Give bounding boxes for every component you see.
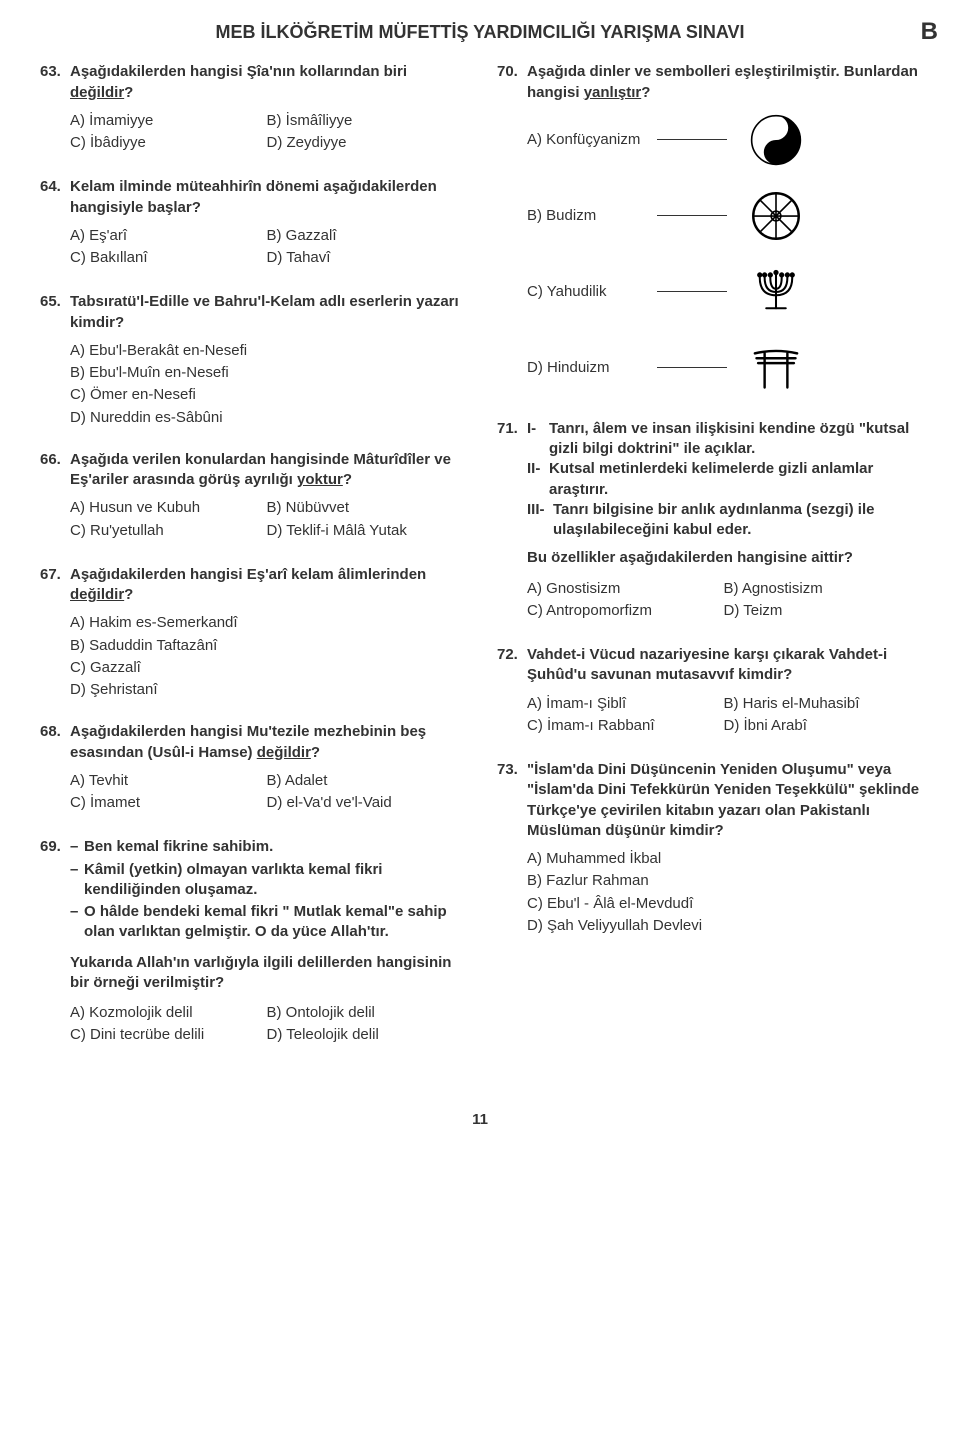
dharma-wheel-icon bbox=[747, 187, 805, 245]
option-c[interactable]: C) Ru'yetullah bbox=[70, 521, 267, 541]
question-65: 65. Tabsıratü'l-Edille ve Bahru'l-Kelam … bbox=[40, 292, 463, 428]
q-number: 71. bbox=[497, 419, 527, 541]
option-b[interactable]: B) Budizm bbox=[497, 187, 920, 245]
option-c[interactable]: C) Gazzalî bbox=[70, 658, 463, 678]
option-d[interactable]: D) Şehristanî bbox=[70, 680, 463, 700]
q-number: 64. bbox=[40, 177, 70, 218]
option-c[interactable]: C) Yahudilik bbox=[497, 263, 920, 321]
option-b[interactable]: B) Ebu'l-Muîn en-Nesefi bbox=[70, 363, 463, 383]
question-67: 67. Aşağıdakilerden hangisi Eş'arî kelam… bbox=[40, 565, 463, 701]
option-a[interactable]: A) Konfüçyanizm bbox=[497, 111, 920, 169]
menorah-icon bbox=[747, 263, 805, 321]
option-b[interactable]: B) Ontolojik delil bbox=[267, 1003, 464, 1023]
question-63: 63. Aşağıdakilerden hangisi Şîa'nın koll… bbox=[40, 62, 463, 155]
option-c[interactable]: C) Bakıllanî bbox=[70, 248, 267, 268]
option-b[interactable]: B) Agnostisizm bbox=[724, 579, 921, 599]
option-b[interactable]: B) İsmâîliyye bbox=[267, 111, 464, 131]
option-a[interactable]: A) Eş'arî bbox=[70, 226, 267, 246]
option-d[interactable]: D) Teleolojik delil bbox=[267, 1025, 464, 1045]
option-d[interactable]: D) Teizm bbox=[724, 601, 921, 621]
q-text: "İslam'da Dini Düşüncenin Yeniden Oluşum… bbox=[527, 760, 920, 841]
q-number: 70. bbox=[497, 62, 527, 103]
option-c[interactable]: C) Dini tecrübe delili bbox=[70, 1025, 267, 1045]
q-text: Aşağıdakilerden hangisi Mu'tezile mezheb… bbox=[70, 722, 463, 763]
exam-title: MEB İLKÖĞRETİM MÜFETTİŞ YARDIMCILIĞI YAR… bbox=[215, 22, 744, 42]
option-d[interactable]: D) Teklif-i Mâlâ Yutak bbox=[267, 521, 464, 541]
option-b[interactable]: B) Adalet bbox=[267, 771, 464, 791]
q-number: 73. bbox=[497, 760, 527, 841]
question-71: 71. I-Tanrı, âlem ve insan ilişkisini ke… bbox=[497, 419, 920, 623]
option-c[interactable]: C) Antropomorfizm bbox=[527, 601, 724, 621]
q-text: Aşağıdakilerden hangisi Şîa'nın kolların… bbox=[70, 62, 463, 103]
option-d[interactable]: D) İbni Arabî bbox=[724, 716, 921, 736]
option-b[interactable]: B) Saduddin Taftazânî bbox=[70, 636, 463, 656]
option-c[interactable]: C) Ebu'l - Âlâ el-Mevdudî bbox=[527, 894, 920, 914]
option-d[interactable]: D) Şah Veliyyullah Devlevi bbox=[527, 916, 920, 936]
q-text: Kelam ilminde müteahhirîn dönemi aşağıda… bbox=[70, 177, 463, 218]
q-text: –Ben kemal fikrine sahibim. –Kâmil (yetk… bbox=[70, 837, 463, 944]
option-b[interactable]: B) Gazzalî bbox=[267, 226, 464, 246]
booklet-letter: B bbox=[921, 16, 938, 48]
option-a[interactable]: A) Kozmolojik delil bbox=[70, 1003, 267, 1023]
q-number: 67. bbox=[40, 565, 70, 606]
question-70: 70. Aşağıda dinler ve sembolleri eşleşti… bbox=[497, 62, 920, 397]
question-69: 69. –Ben kemal fikrine sahibim. –Kâmil (… bbox=[40, 837, 463, 1047]
option-a[interactable]: A) Hakim es-Semerkandî bbox=[70, 613, 463, 633]
option-d[interactable]: D) el-Va'd ve'l-Vaid bbox=[267, 793, 464, 813]
page-number: 11 bbox=[40, 1110, 920, 1130]
q-text: Aşağıda dinler ve sembolleri eşleştirilm… bbox=[527, 62, 920, 103]
option-a[interactable]: A) Gnostisizm bbox=[527, 579, 724, 599]
question-64: 64. Kelam ilminde müteahhirîn dönemi aşa… bbox=[40, 177, 463, 270]
q-number: 72. bbox=[497, 645, 527, 686]
option-a[interactable]: A) İmamiyye bbox=[70, 111, 267, 131]
question-72: 72. Vahdet-i Vücud nazariyesine karşı çı… bbox=[497, 645, 920, 738]
right-column: 70. Aşağıda dinler ve sembolleri eşleşti… bbox=[497, 62, 920, 1069]
option-b[interactable]: B) Nübüvvet bbox=[267, 498, 464, 518]
q-text: Aşağıdakilerden hangisi Eş'arî kelam âli… bbox=[70, 565, 463, 606]
option-a[interactable]: A) Tevhit bbox=[70, 771, 267, 791]
option-b[interactable]: B) Haris el-Muhasibî bbox=[724, 694, 921, 714]
q-number: 63. bbox=[40, 62, 70, 103]
option-c[interactable]: C) İmam-ı Rabbanî bbox=[527, 716, 724, 736]
q-number: 66. bbox=[40, 450, 70, 491]
option-a[interactable]: A) Muhammed İkbal bbox=[527, 849, 920, 869]
option-d[interactable]: D) Nureddin es-Sâbûni bbox=[70, 408, 463, 428]
q-text: I-Tanrı, âlem ve insan ilişkisini kendin… bbox=[527, 419, 920, 541]
yin-yang-icon bbox=[747, 111, 805, 169]
q-text: Tabsıratü'l-Edille ve Bahru'l-Kelam adlı… bbox=[70, 292, 463, 333]
torii-icon bbox=[747, 339, 805, 397]
option-d[interactable]: D) Zeydiyye bbox=[267, 133, 464, 153]
q-text: Vahdet-i Vücud nazariyesine karşı çıkara… bbox=[527, 645, 920, 686]
option-c[interactable]: C) Ömer en-Nesefi bbox=[70, 385, 463, 405]
q-number: 65. bbox=[40, 292, 70, 333]
option-d[interactable]: D) Tahavî bbox=[267, 248, 464, 268]
question-66: 66. Aşağıda verilen konulardan hangisind… bbox=[40, 450, 463, 543]
option-b[interactable]: B) Fazlur Rahman bbox=[527, 871, 920, 891]
option-a[interactable]: A) Husun ve Kubuh bbox=[70, 498, 267, 518]
q-number: 68. bbox=[40, 722, 70, 763]
q-follow: Yukarıda Allah'ın varlığıyla ilgili deli… bbox=[40, 953, 463, 994]
option-c[interactable]: C) İbâdiyye bbox=[70, 133, 267, 153]
option-d[interactable]: D) Hinduizm bbox=[497, 339, 920, 397]
option-a[interactable]: A) Ebu'l-Berakât en-Nesefi bbox=[70, 341, 463, 361]
q-text: Aşağıda verilen konulardan hangisinde Mâ… bbox=[70, 450, 463, 491]
question-68: 68. Aşağıdakilerden hangisi Mu'tezile me… bbox=[40, 722, 463, 815]
option-a[interactable]: A) İmam-ı Şiblî bbox=[527, 694, 724, 714]
left-column: 63. Aşağıdakilerden hangisi Şîa'nın koll… bbox=[40, 62, 463, 1069]
exam-header: MEB İLKÖĞRETİM MÜFETTİŞ YARDIMCILIĞI YAR… bbox=[40, 20, 920, 44]
option-c[interactable]: C) İmamet bbox=[70, 793, 267, 813]
q-number: 69. bbox=[40, 837, 70, 944]
question-73: 73. "İslam'da Dini Düşüncenin Yeniden Ol… bbox=[497, 760, 920, 936]
